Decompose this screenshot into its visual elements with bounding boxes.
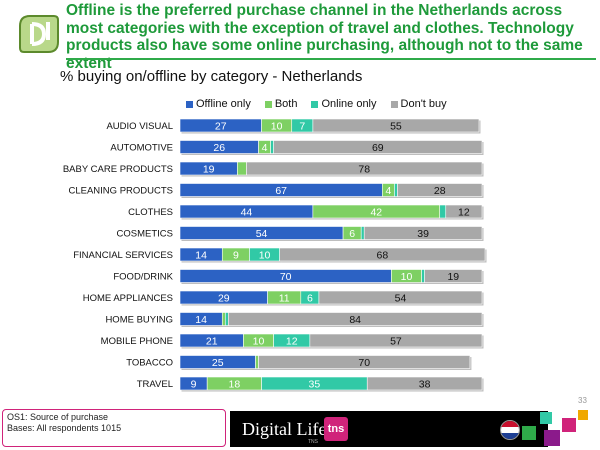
data-label: 44 — [241, 207, 253, 219]
data-label: 25 — [212, 357, 224, 369]
brand-banner: Digital Life TNS tns — [230, 411, 548, 447]
bar-segment — [363, 226, 483, 240]
category-label: FOOD/DRINK — [113, 272, 173, 283]
legend-label: Don't buy — [400, 98, 447, 110]
bar-segment — [228, 312, 483, 326]
data-label: 12 — [286, 336, 298, 348]
data-label: 9 — [233, 250, 239, 262]
bar-segment — [237, 161, 247, 176]
source-line: OS1: Source of purchase — [7, 412, 109, 422]
bar-segment — [366, 376, 483, 391]
brand-subtext: TNS — [308, 439, 318, 445]
bar-segment — [273, 140, 483, 154]
data-label: 28 — [434, 185, 446, 197]
data-label: 29 — [218, 293, 230, 305]
data-label: 67 — [275, 185, 287, 197]
data-label: 14 — [195, 314, 207, 326]
data-label: 35 — [309, 379, 321, 391]
legend-item: Offline only — [186, 98, 251, 110]
category-label: TOBACCO — [126, 358, 173, 369]
legend-swatch — [264, 100, 272, 108]
data-label: 39 — [417, 228, 429, 240]
bar-segment — [318, 290, 483, 305]
bar-segment — [258, 355, 471, 369]
legend-label: Online only — [321, 98, 377, 110]
title-divider — [66, 58, 596, 60]
data-label: 42 — [370, 207, 382, 219]
decorative-squares — [522, 408, 598, 448]
data-label: 9 — [191, 379, 197, 391]
data-label: 68 — [376, 250, 388, 262]
data-label: 57 — [390, 336, 402, 348]
data-label: 26 — [213, 142, 225, 154]
legend-item: Online only — [311, 98, 377, 110]
legend-label: Offline only — [196, 98, 251, 110]
category-label: AUDIO VISUAL — [106, 121, 173, 132]
data-label: 11 — [279, 293, 290, 305]
data-label: 12 — [458, 207, 470, 219]
data-label: 38 — [419, 379, 431, 391]
data-label: 27 — [215, 121, 227, 133]
bar-segment — [445, 204, 483, 219]
data-label: 70 — [358, 357, 370, 369]
data-label: 18 — [229, 379, 241, 391]
stacked-bar-chart: AUDIO VISUAL2710755AUTOMOTIVE264169BABY … — [63, 118, 487, 392]
data-label: 84 — [349, 314, 361, 326]
data-label: 10 — [259, 250, 271, 262]
category-label: TRAVEL — [137, 379, 173, 390]
bar-segment — [246, 161, 483, 176]
data-label: 7 — [299, 121, 305, 133]
data-label: 55 — [390, 121, 402, 133]
data-label: 54 — [395, 293, 407, 305]
data-label: 10 — [253, 336, 265, 348]
brand-name: Digital Life — [242, 419, 327, 439]
legend-item: Both — [264, 98, 298, 110]
bar-segment — [397, 183, 483, 197]
data-label: 54 — [256, 228, 268, 240]
netherlands-flag-icon — [500, 420, 520, 440]
bar-segment — [424, 269, 483, 283]
category-label: HOME BUYING — [105, 315, 173, 326]
legend-label: Both — [274, 98, 298, 110]
category-label: BABY CARE PRODUCTS — [63, 164, 173, 175]
bar-segment — [312, 118, 480, 133]
category-label: COSMETICS — [117, 229, 173, 240]
source-note: OS1: Source of purchase Bases: All respo… — [2, 409, 226, 447]
data-label: 78 — [358, 164, 370, 176]
category-label: CLEANING PRODUCTS — [68, 186, 173, 197]
data-label: 4 — [262, 142, 268, 154]
data-label: 14 — [195, 250, 207, 262]
headline: Offline is the preferred purchase channe… — [66, 2, 583, 72]
bases-line: Bases: All respondents 1015 — [7, 423, 122, 433]
data-label: 10 — [401, 271, 413, 283]
category-label: FINANCIAL SERVICES — [73, 250, 173, 261]
tns-badge: tns — [324, 417, 348, 441]
page-number: 33 — [578, 396, 587, 405]
category-label: MOBILE PHONE — [101, 336, 173, 347]
category-label: AUTOMOTIVE — [110, 143, 173, 154]
chart-title: % buying on/offline by category - Nether… — [60, 68, 363, 85]
data-label: 4 — [385, 185, 391, 197]
category-label: HOME APPLIANCES — [83, 293, 173, 304]
data-label: 6 — [307, 293, 313, 305]
bar-segment — [309, 333, 483, 348]
category-label: CLOTHES — [128, 207, 173, 218]
legend-swatch — [311, 100, 319, 108]
legend-swatch — [186, 100, 193, 108]
data-label: 6 — [349, 228, 355, 240]
digital-life-logo-icon — [19, 15, 59, 53]
legend-swatch — [390, 100, 398, 108]
data-label: 19 — [203, 164, 215, 176]
data-label: 19 — [447, 271, 459, 283]
bar-segment — [279, 247, 486, 262]
data-label: 70 — [280, 271, 292, 283]
legend-item: Don't buy — [390, 98, 447, 110]
chart-legend: Offline only Both Online only Don't buy — [186, 98, 461, 110]
data-label: 10 — [271, 121, 283, 133]
data-label: 21 — [206, 336, 218, 348]
data-label: 69 — [372, 142, 384, 154]
